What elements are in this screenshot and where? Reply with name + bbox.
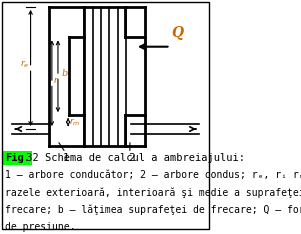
Text: $r_m$: $r_m$ xyxy=(69,116,81,128)
Text: 2: 2 xyxy=(129,153,135,163)
Text: razele exterioară, interioară şi medie a suprafeţei de: razele exterioară, interioară şi medie a… xyxy=(5,187,301,198)
Text: Fig.: Fig. xyxy=(5,153,30,163)
Text: $r_e$: $r_e$ xyxy=(20,59,29,70)
Text: de presiune.: de presiune. xyxy=(5,222,76,232)
Text: $r_i$: $r_i$ xyxy=(53,75,61,87)
Text: 32 Schema de calcul a ambreiajului:: 32 Schema de calcul a ambreiajului: xyxy=(20,153,245,163)
Text: frecare; b – lăţimea suprafeţei de frecare; Q – forţa: frecare; b – lăţimea suprafeţei de freca… xyxy=(5,205,301,215)
Text: 1: 1 xyxy=(63,153,70,163)
Text: 1 – arbore conducător; 2 – arbore condus; rₑ, rᵢ rₘ –: 1 – arbore conducător; 2 – arbore condus… xyxy=(5,170,301,180)
Text: b: b xyxy=(62,69,68,78)
Text: Q: Q xyxy=(172,26,184,40)
